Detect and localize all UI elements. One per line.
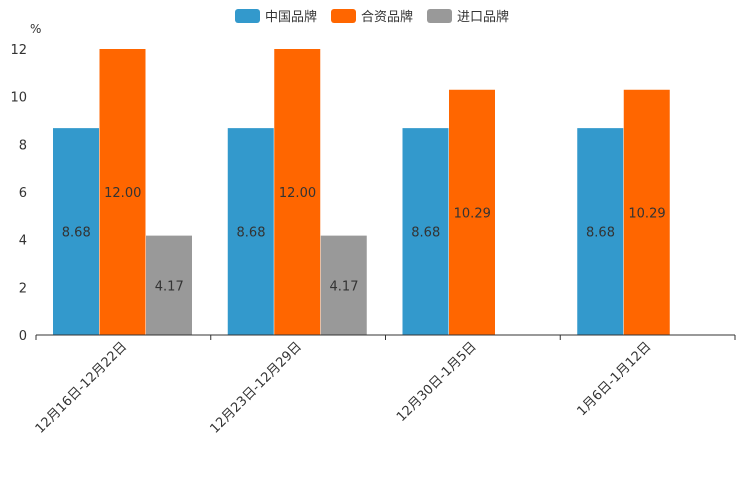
- y-tick-label: 0: [19, 329, 27, 344]
- y-tick-label: 8: [19, 138, 27, 153]
- bar-value-label: 12.00: [279, 186, 316, 201]
- bar[interactable]: [146, 235, 192, 335]
- bar-labels: 8.68 12.00 4.17 8.68 12.00 4.17 8.68 10.29 8.68 1…: [62, 186, 666, 294]
- bar[interactable]: [320, 235, 367, 335]
- legend: 中国品牌 合资品牌 进口品牌: [0, 6, 744, 25]
- legend-item-import-brand[interactable]: 进口品牌: [427, 6, 509, 25]
- legend-label-import-brand: 进口品牌: [457, 10, 510, 25]
- bar-value-label: 4.17: [155, 279, 184, 294]
- legend-item-jv-brand[interactable]: 合资品牌: [330, 6, 413, 25]
- legend-swatch-china-brand: [234, 8, 260, 23]
- bar-value-label: 12.00: [104, 186, 141, 201]
- x-category-label: 12月23日-12月29日: [207, 339, 304, 436]
- legend-item-china-brand[interactable]: 中国品牌: [234, 6, 317, 25]
- bar[interactable]: [227, 128, 274, 335]
- y-tick-label: 6: [19, 186, 27, 201]
- x-category-label: 1月6日-1月12日: [575, 339, 655, 419]
- bar-value-label: 8.68: [62, 226, 91, 241]
- bar-value-label: 8.68: [586, 226, 615, 241]
- legend-label-china-brand: 中国品牌: [264, 10, 317, 25]
- legend-label-jv-brand: 合资品牌: [360, 10, 413, 25]
- bar[interactable]: [623, 89, 670, 335]
- x-category-label: 12月30日-1月5日: [394, 339, 480, 425]
- bar[interactable]: [449, 89, 495, 335]
- bar[interactable]: [577, 128, 624, 335]
- bars: [53, 49, 670, 335]
- y-axis-ticks: 0 2 4 6 8 10 12: [10, 43, 27, 344]
- y-tick-label: 2: [19, 281, 27, 296]
- bar[interactable]: [99, 49, 146, 335]
- bar-value-label: 8.68: [411, 226, 440, 241]
- bar[interactable]: [402, 128, 449, 335]
- bar-value-label: 8.68: [237, 226, 266, 241]
- legend-swatch-jv-brand: [330, 8, 356, 23]
- x-category-label: 12月16日-12月22日: [33, 339, 130, 436]
- y-tick-label: 10: [10, 91, 27, 106]
- y-tick-label: 4: [19, 234, 27, 249]
- y-tick-label: 12: [10, 43, 27, 58]
- bar[interactable]: [53, 128, 99, 335]
- bar[interactable]: [274, 49, 321, 335]
- y-axis-unit: %: [30, 22, 41, 36]
- bar-value-label: 10.29: [628, 206, 665, 221]
- bar-value-label: 10.29: [454, 206, 491, 221]
- bar-value-label: 4.17: [330, 279, 359, 294]
- x-axis-ticks: 12月16日-12月22日 12月23日-12月29日 12月30日-1月5日 1月6…: [33, 335, 736, 437]
- legend-swatch-import-brand: [427, 8, 452, 23]
